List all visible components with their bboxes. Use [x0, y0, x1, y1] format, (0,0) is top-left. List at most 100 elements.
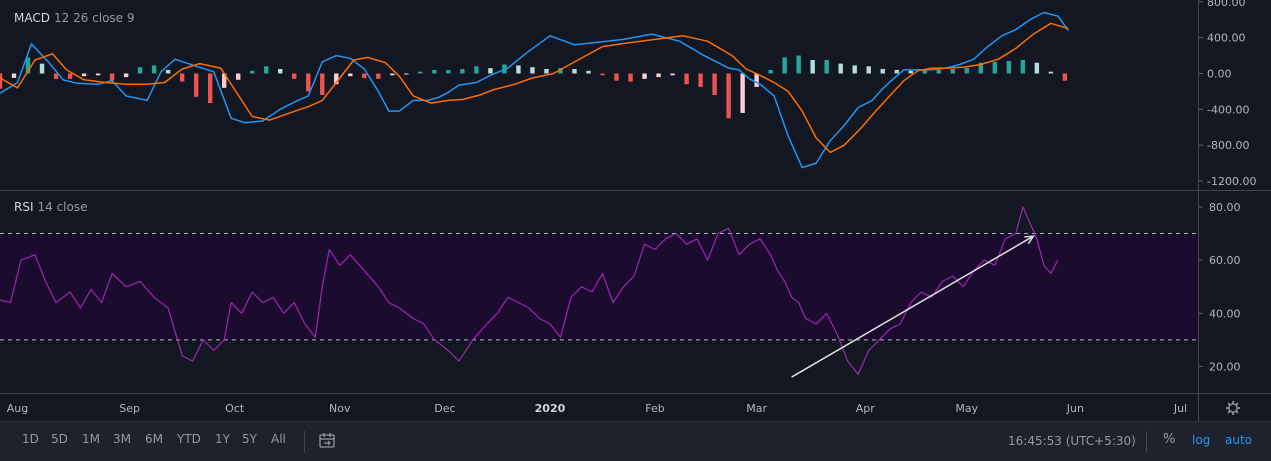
- macd-histogram-bar: [628, 73, 633, 82]
- goto-date-icon[interactable]: [318, 432, 336, 450]
- macd-histogram-bar: [544, 69, 549, 74]
- percent-scale-button[interactable]: %: [1163, 432, 1176, 447]
- macd-histogram-bar: [838, 63, 843, 74]
- macd-histogram-bar: [278, 69, 283, 74]
- macd-histogram-bar: [642, 73, 647, 79]
- macd-histogram-bar: [348, 73, 353, 77]
- macd-histogram-bar: [516, 65, 521, 74]
- range-all-button[interactable]: All: [271, 432, 286, 446]
- macd-histogram-bar: [866, 66, 871, 74]
- rsi-band-fill: [0, 233, 1198, 340]
- macd-histogram-bar: [25, 57, 31, 74]
- macd-histogram-bar: [922, 69, 927, 74]
- rsi-indicator-args: 14 close: [37, 200, 88, 214]
- macd-histogram-bar: [684, 73, 689, 85]
- x-axis: Aug Sep Oct Nov Dec 2020 Feb Mar Apr May Jun Jul: [7, 401, 1240, 415]
- time-axis-label: Apr: [856, 402, 876, 415]
- range-1d-button[interactable]: 1D: [22, 432, 39, 446]
- macd-histogram-bar: [824, 60, 829, 74]
- macd-histogram-bar: [810, 60, 815, 74]
- macd-histogram-bar: [586, 70, 591, 74]
- macd-histogram-bar: [1034, 62, 1040, 74]
- gear-icon[interactable]: [1226, 401, 1240, 415]
- macd-histogram-bar: [39, 63, 45, 74]
- macd-histogram-bar: [474, 66, 479, 74]
- trendline: [791, 235, 1034, 378]
- range-1m-button[interactable]: 1M: [82, 432, 100, 446]
- rsi-axis-label: 40.00: [1209, 307, 1241, 320]
- macd-histogram-bar: [53, 73, 59, 79]
- range-ytd-button[interactable]: YTD: [177, 432, 201, 446]
- macd-title[interactable]: MACD 12 26 close 9: [14, 11, 135, 25]
- macd-histogram-bar: [614, 73, 619, 81]
- macd-histogram-bar: [698, 73, 703, 87]
- gear-icon-tooth: [1235, 402, 1239, 406]
- macd-histogram-bar: [250, 70, 255, 74]
- chart-svg: 800.00 400.00 0.00 -400.00 -800.00 -1200.00 8…: [0, 0, 1271, 421]
- macd-histogram-bar: [264, 66, 269, 74]
- time-axis-label: Sep: [119, 402, 140, 415]
- rsi-title[interactable]: RSI 14 close: [14, 200, 88, 214]
- macd-histogram-bar: [964, 68, 970, 74]
- log-scale-button[interactable]: log: [1192, 433, 1211, 447]
- time-axis-label: Nov: [329, 402, 351, 415]
- rsi-axis-label: 20.00: [1209, 360, 1241, 373]
- range-5d-button[interactable]: 5D: [51, 432, 68, 446]
- macd-histogram-bar: [292, 73, 297, 79]
- macd-axis-label: 0.00: [1207, 67, 1232, 80]
- range-5y-button[interactable]: 5Y: [242, 432, 257, 446]
- macd-histogram-bar: [193, 73, 199, 97]
- macd-axis-label: 400.00: [1207, 32, 1246, 45]
- rsi-indicator-name: RSI: [14, 200, 34, 214]
- macd-histogram-bar: [852, 65, 857, 74]
- macd-histogram-bar: [992, 61, 998, 74]
- gear-icon-tooth: [1235, 410, 1239, 414]
- time-axis-label: Jul: [1173, 402, 1187, 415]
- macd-histogram-bar: [1062, 73, 1068, 81]
- time-axis-label: Feb: [645, 402, 664, 415]
- macd-histogram-bar: [221, 73, 227, 88]
- macd-axis-label: -800.00: [1207, 139, 1249, 152]
- macd-histogram-bar: [1020, 60, 1026, 74]
- macd-histogram-bar: [572, 69, 577, 74]
- time-axis-label: Mar: [746, 402, 767, 415]
- gear-icon-ring: [1228, 403, 1238, 413]
- bottom-toolbar: 1D 5D 1M 3M 6M YTD 1Y 5Y All 16:45:53 (U…: [0, 421, 1271, 461]
- macd-histogram-bar: [712, 73, 717, 95]
- macd-histogram-bar: [404, 73, 409, 75]
- macd-histogram-bar: [432, 69, 437, 74]
- auto-scale-button[interactable]: auto: [1225, 433, 1253, 447]
- gear-icon-tooth: [1227, 410, 1231, 414]
- macd-histogram-bar: [796, 55, 801, 74]
- macd-indicator-name: MACD: [14, 11, 50, 25]
- macd-macd-line: [0, 11, 1070, 169]
- macd-histogram-bar: [81, 73, 87, 77]
- macd-histogram-bar: [362, 73, 367, 78]
- macd-axis-label: -1200.00: [1207, 175, 1256, 188]
- range-6m-button[interactable]: 6M: [145, 432, 163, 446]
- trendline-arrowhead: [1024, 235, 1035, 245]
- macd-histogram-bar: [67, 73, 73, 79]
- rsi-axis-label: 80.00: [1209, 201, 1241, 214]
- macd-histogram-bar: [978, 62, 984, 74]
- rsi-pane: 80.00 60.00 40.00 20.00: [0, 201, 1241, 378]
- toolbar-divider-right: [1146, 431, 1147, 453]
- macd-histogram-bar: [95, 73, 101, 76]
- macd-histogram-bar: [754, 73, 759, 87]
- macd-histogram-bar: [376, 73, 381, 79]
- macd-histogram-bar: [306, 73, 311, 92]
- range-3m-button[interactable]: 3M: [113, 432, 131, 446]
- macd-histogram-bar: [418, 71, 423, 74]
- range-1y-button[interactable]: 1Y: [215, 432, 230, 446]
- time-axis-label: Oct: [225, 402, 245, 415]
- gear-icon-tooth: [1227, 402, 1231, 406]
- macd-histogram-bar: [151, 65, 157, 74]
- macd-histogram-bar: [740, 73, 745, 113]
- macd-histogram-bar: [11, 73, 17, 78]
- macd-histogram-bar: [558, 68, 563, 74]
- macd-histogram-bar: [165, 69, 171, 74]
- macd-histogram-bar: [390, 73, 395, 76]
- rsi-line: [0, 206, 1059, 375]
- macd-histogram-bar: [446, 69, 451, 74]
